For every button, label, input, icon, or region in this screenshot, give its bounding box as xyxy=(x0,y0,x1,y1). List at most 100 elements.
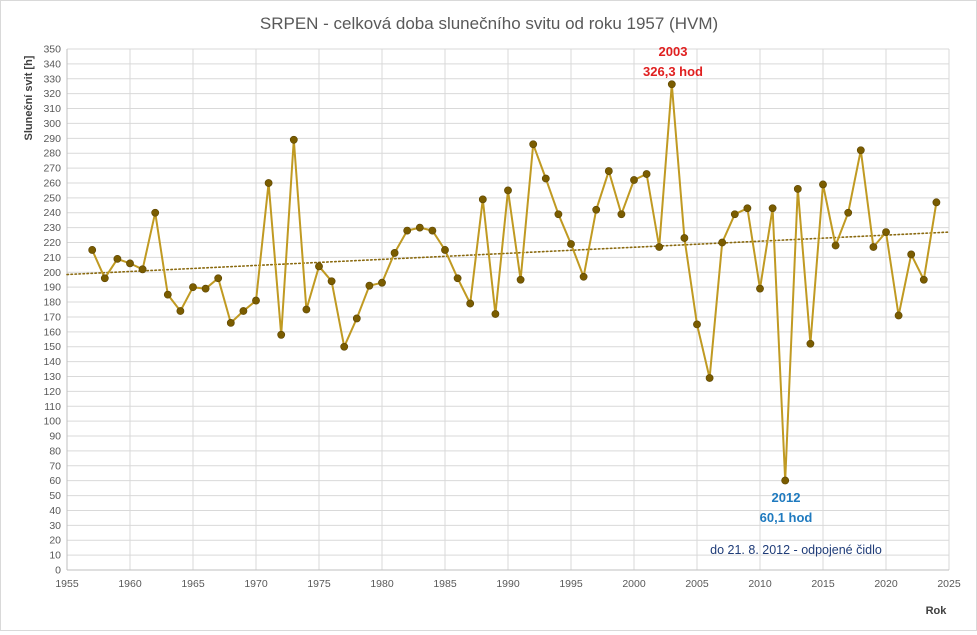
data-point xyxy=(403,226,412,235)
y-tick-label: 0 xyxy=(55,565,61,577)
y-tick-label: 270 xyxy=(43,163,61,175)
data-point xyxy=(365,281,374,290)
data-point xyxy=(289,135,298,144)
y-tick-label: 250 xyxy=(43,192,61,204)
data-point xyxy=(541,174,550,183)
y-tick-label: 100 xyxy=(43,416,61,428)
y-tick-label: 210 xyxy=(43,252,61,264)
data-point xyxy=(919,275,928,284)
data-point xyxy=(894,311,903,320)
data-point xyxy=(239,307,248,315)
data-point xyxy=(617,210,626,219)
data-point xyxy=(768,204,777,213)
data-point xyxy=(189,283,197,292)
data-point xyxy=(315,262,323,271)
x-tick-label: 1990 xyxy=(496,578,520,590)
data-point xyxy=(882,228,890,236)
data-point xyxy=(592,205,601,214)
data-point xyxy=(327,277,336,286)
data-point xyxy=(466,299,475,308)
data-point xyxy=(453,274,462,283)
y-tick-label: 290 xyxy=(43,133,61,145)
data-point xyxy=(831,241,840,250)
data-point xyxy=(844,208,853,217)
y-tick-label: 80 xyxy=(49,445,61,457)
data-point xyxy=(504,186,512,195)
data-point xyxy=(756,284,764,293)
data-point xyxy=(693,320,701,329)
y-tick-label: 220 xyxy=(43,237,61,249)
y-tick-label: 280 xyxy=(43,148,61,160)
data-point xyxy=(567,240,575,248)
data-point xyxy=(705,374,714,382)
data-point xyxy=(604,167,613,175)
data-point xyxy=(176,307,185,315)
y-tick-label: 230 xyxy=(43,222,61,234)
data-point xyxy=(655,243,664,251)
data-point xyxy=(252,296,260,305)
data-point xyxy=(781,476,790,485)
x-tick-label: 2000 xyxy=(622,578,646,590)
data-point xyxy=(126,259,134,268)
y-tick-label: 140 xyxy=(43,356,61,368)
y-tick-label: 320 xyxy=(43,88,61,100)
data-point xyxy=(478,195,487,204)
data-point xyxy=(352,314,361,323)
max-annotation-value: 326,3 hod xyxy=(643,64,703,79)
data-point xyxy=(201,284,210,293)
data-point xyxy=(390,249,399,257)
x-tick-label: 2025 xyxy=(937,578,961,590)
x-tick-label: 1960 xyxy=(118,578,142,590)
data-point xyxy=(441,246,449,254)
data-point xyxy=(554,210,563,219)
min-annotation-year: 2012 xyxy=(772,490,801,505)
x-tick-label: 1985 xyxy=(433,578,457,590)
y-tick-label: 200 xyxy=(43,267,61,279)
data-point xyxy=(277,330,286,339)
y-tick-label: 340 xyxy=(43,58,61,70)
y-tick-label: 180 xyxy=(43,297,61,309)
data-point xyxy=(264,179,273,187)
data-point xyxy=(819,180,827,189)
y-tick-label: 160 xyxy=(43,326,61,338)
x-tick-label: 1995 xyxy=(559,578,583,590)
y-tick-label: 330 xyxy=(43,73,61,85)
y-tick-label: 300 xyxy=(43,118,61,130)
data-point xyxy=(415,223,424,232)
axes: 0 10 20 30 40 50 60 70 80 90 100 110 120 130 140 150 160… xyxy=(43,44,960,591)
gridlines xyxy=(66,48,950,571)
y-tick-label: 90 xyxy=(49,431,61,443)
x-tick-label: 2020 xyxy=(874,578,898,590)
y-axis-label: Sluneční svit [h] xyxy=(23,55,35,140)
data-point xyxy=(491,310,500,318)
data-point xyxy=(856,146,865,155)
data-point xyxy=(151,208,160,217)
y-tick-label: 150 xyxy=(43,341,61,353)
max-annotation-year: 2003 xyxy=(659,44,688,59)
data-series xyxy=(88,80,941,485)
y-tick-label: 130 xyxy=(43,371,61,383)
data-point xyxy=(302,305,311,314)
data-point xyxy=(579,272,588,281)
y-tick-label: 120 xyxy=(43,386,61,398)
y-tick-label: 10 xyxy=(49,550,61,562)
sensor-note: do 21. 8. 2012 - odpojené čidlo xyxy=(710,543,882,557)
data-point xyxy=(869,243,878,251)
chart-text: SRPEN - celková doba slunečního svitu od… xyxy=(23,14,947,617)
data-point xyxy=(378,278,386,287)
min-annotation-value: 60,1 hod xyxy=(760,510,813,525)
x-tick-label: 1970 xyxy=(244,578,268,590)
data-point xyxy=(680,234,689,242)
data-point xyxy=(806,339,815,348)
data-point xyxy=(642,170,651,178)
data-point xyxy=(138,265,147,274)
y-tick-label: 350 xyxy=(43,44,61,56)
data-point xyxy=(718,238,727,247)
y-tick-label: 260 xyxy=(43,177,61,189)
chart-title: SRPEN - celková doba slunečního svitu od… xyxy=(260,14,718,33)
data-point xyxy=(907,250,916,259)
x-tick-label: 1975 xyxy=(307,578,331,590)
data-point xyxy=(214,274,223,283)
